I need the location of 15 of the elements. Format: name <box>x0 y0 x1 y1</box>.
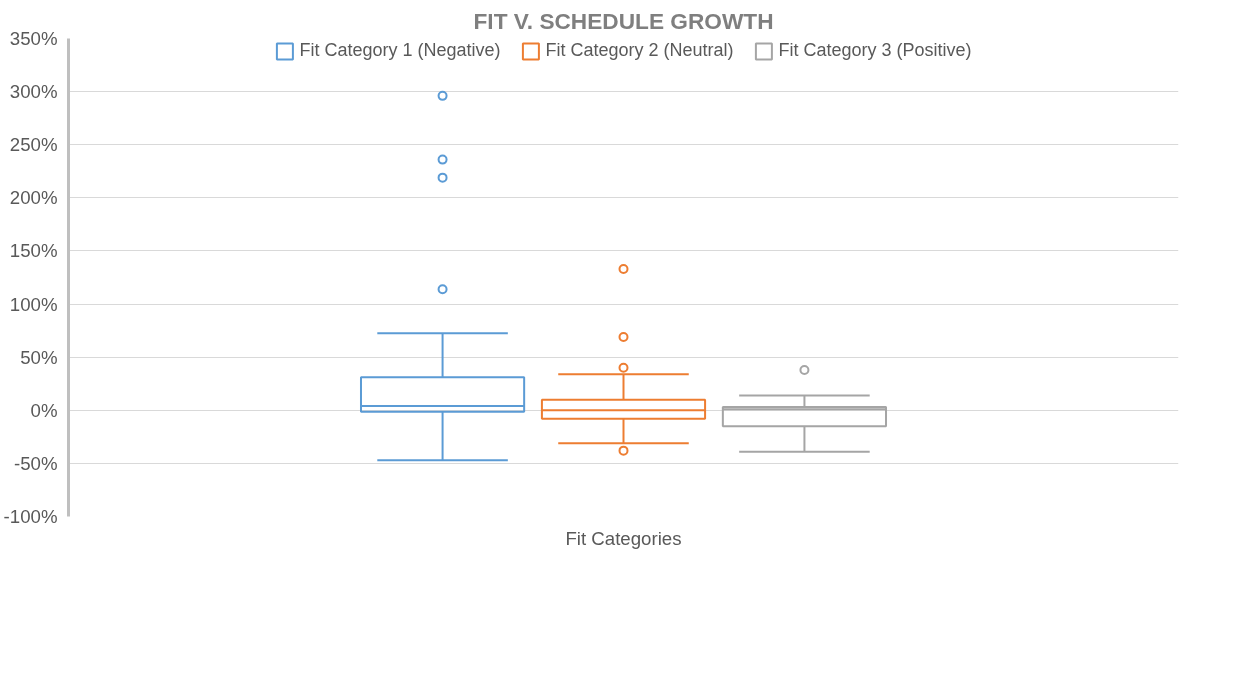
x-tick-label: Fit Categories <box>565 527 682 549</box>
legend-label: Fit Category 3 (Positive) <box>778 40 972 61</box>
y-tick-label: 150% <box>9 240 58 262</box>
legend-label: Fit Category 2 (Neutral) <box>545 40 734 61</box>
y-tick-label: -50% <box>13 452 58 474</box>
y-tick-label: 0% <box>30 399 58 421</box>
y-tick-label: 100% <box>9 293 58 315</box>
y-tick-label: 200% <box>9 187 58 209</box>
y-tick-label: 300% <box>9 81 58 103</box>
y-tick-label: 350% <box>9 28 58 49</box>
y-tick-label: 250% <box>9 134 58 156</box>
legend-label: Fit Category 1 (Negative) <box>299 40 501 61</box>
chart-title: FIT V. SCHEDULE GROWTH <box>473 7 774 34</box>
y-tick-label: 50% <box>20 346 58 368</box>
y-tick-label: -100% <box>3 506 58 527</box>
